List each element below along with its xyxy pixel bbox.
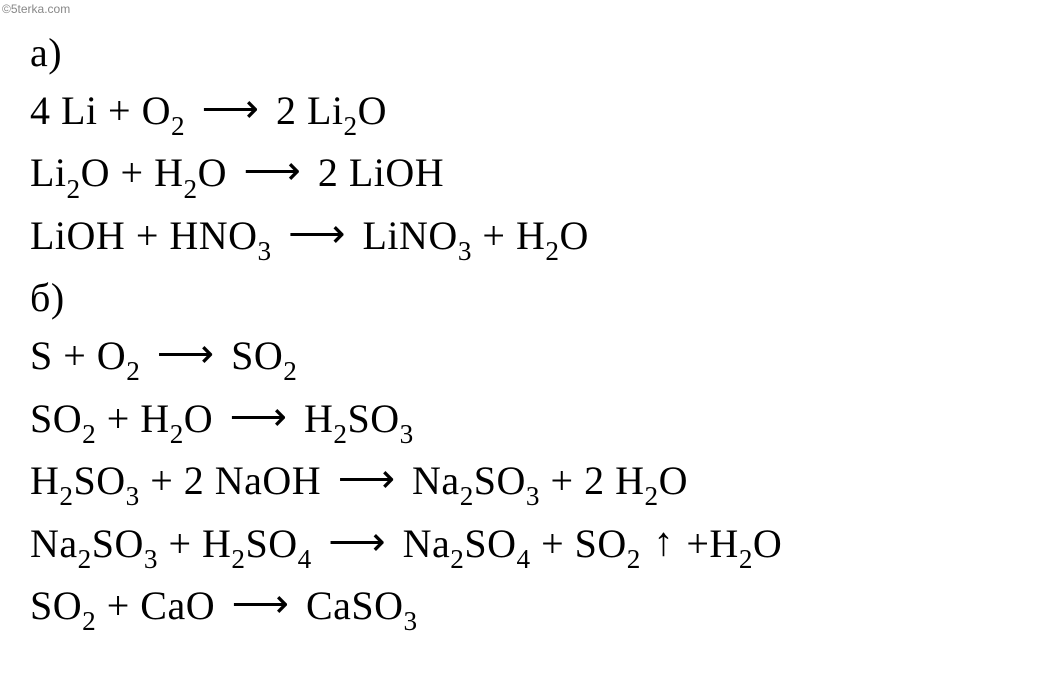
equation-b2: SO2 + H2O ⟶ H2SO3	[30, 390, 1025, 452]
equation-a2: Li2O + H2O ⟶ 2 LiOH	[30, 144, 1025, 206]
arrow-icon: ⟶	[232, 575, 290, 633]
equation-b3: H2SO3 + 2 NaOH ⟶ Na2SO3 + 2 H2O	[30, 452, 1025, 514]
equation-b4: Na2SO3 + H2SO4 ⟶ Na2SO4 + SO2 ↑ +H2O	[30, 515, 1025, 577]
arrow-icon: ⟶	[157, 325, 215, 383]
equations-block: а) 4 Li + O2 ⟶ 2 Li2O Li2O + H2O ⟶ 2 LiO…	[0, 0, 1055, 650]
arrow-icon: ⟶	[328, 513, 386, 571]
arrow-icon: ⟶	[338, 450, 396, 508]
equation-b5: SO2 + CaO ⟶ CaSO3	[30, 577, 1025, 639]
arrow-icon: ⟶	[202, 80, 260, 138]
equation-b1: S + O2 ⟶ SO2	[30, 327, 1025, 389]
equation-a1: 4 Li + O2 ⟶ 2 Li2O	[30, 82, 1025, 144]
watermark-text: ©5terka.com	[2, 2, 70, 16]
arrow-icon: ⟶	[230, 388, 288, 446]
section-b-label: б)	[30, 269, 1025, 327]
gas-up-arrow-icon: ↑	[653, 513, 674, 571]
arrow-icon: ⟶	[288, 205, 346, 263]
equation-a3: LiOH + HNO3 ⟶ LiNO3 + H2O	[30, 207, 1025, 269]
arrow-icon: ⟶	[243, 142, 301, 200]
section-a-label: а)	[30, 24, 1025, 82]
